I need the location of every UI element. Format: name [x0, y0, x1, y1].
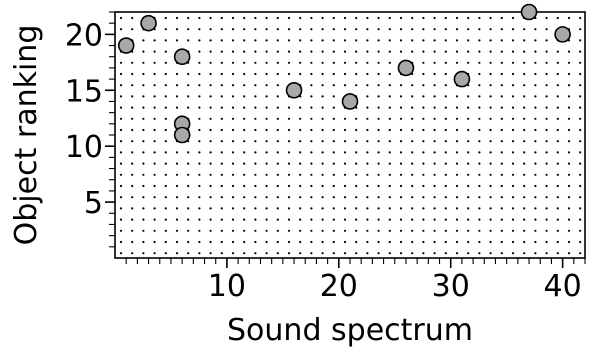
x-tick-label: 10 — [208, 269, 246, 304]
x-tick-label: 20 — [320, 269, 358, 304]
data-points — [117, 3, 571, 144]
scatter-point — [554, 26, 571, 43]
axis-ticks — [105, 11, 586, 268]
scatter-point — [173, 48, 191, 66]
scatter-point — [397, 59, 415, 77]
scatter-point — [453, 70, 471, 88]
y-tick-label: 5 — [84, 186, 103, 221]
x-tick-label: 40 — [544, 269, 582, 304]
x-axis-label: Sound spectrum — [227, 313, 473, 348]
scatter-point — [520, 3, 538, 21]
tick-labels: 10 20 30 40 5 10 15 20 — [65, 18, 582, 304]
y-tick-label: 15 — [65, 74, 103, 109]
scatter-point — [285, 81, 303, 99]
scatter-point — [341, 93, 359, 110]
x-tick-label: 30 — [432, 269, 470, 304]
y-tick-label: 20 — [65, 18, 103, 53]
scatter-point — [173, 126, 191, 144]
scatter-point — [140, 14, 157, 32]
y-tick-label: 10 — [65, 130, 103, 165]
y-axis-label: Object ranking — [9, 25, 44, 246]
scatter-point — [117, 37, 135, 54]
